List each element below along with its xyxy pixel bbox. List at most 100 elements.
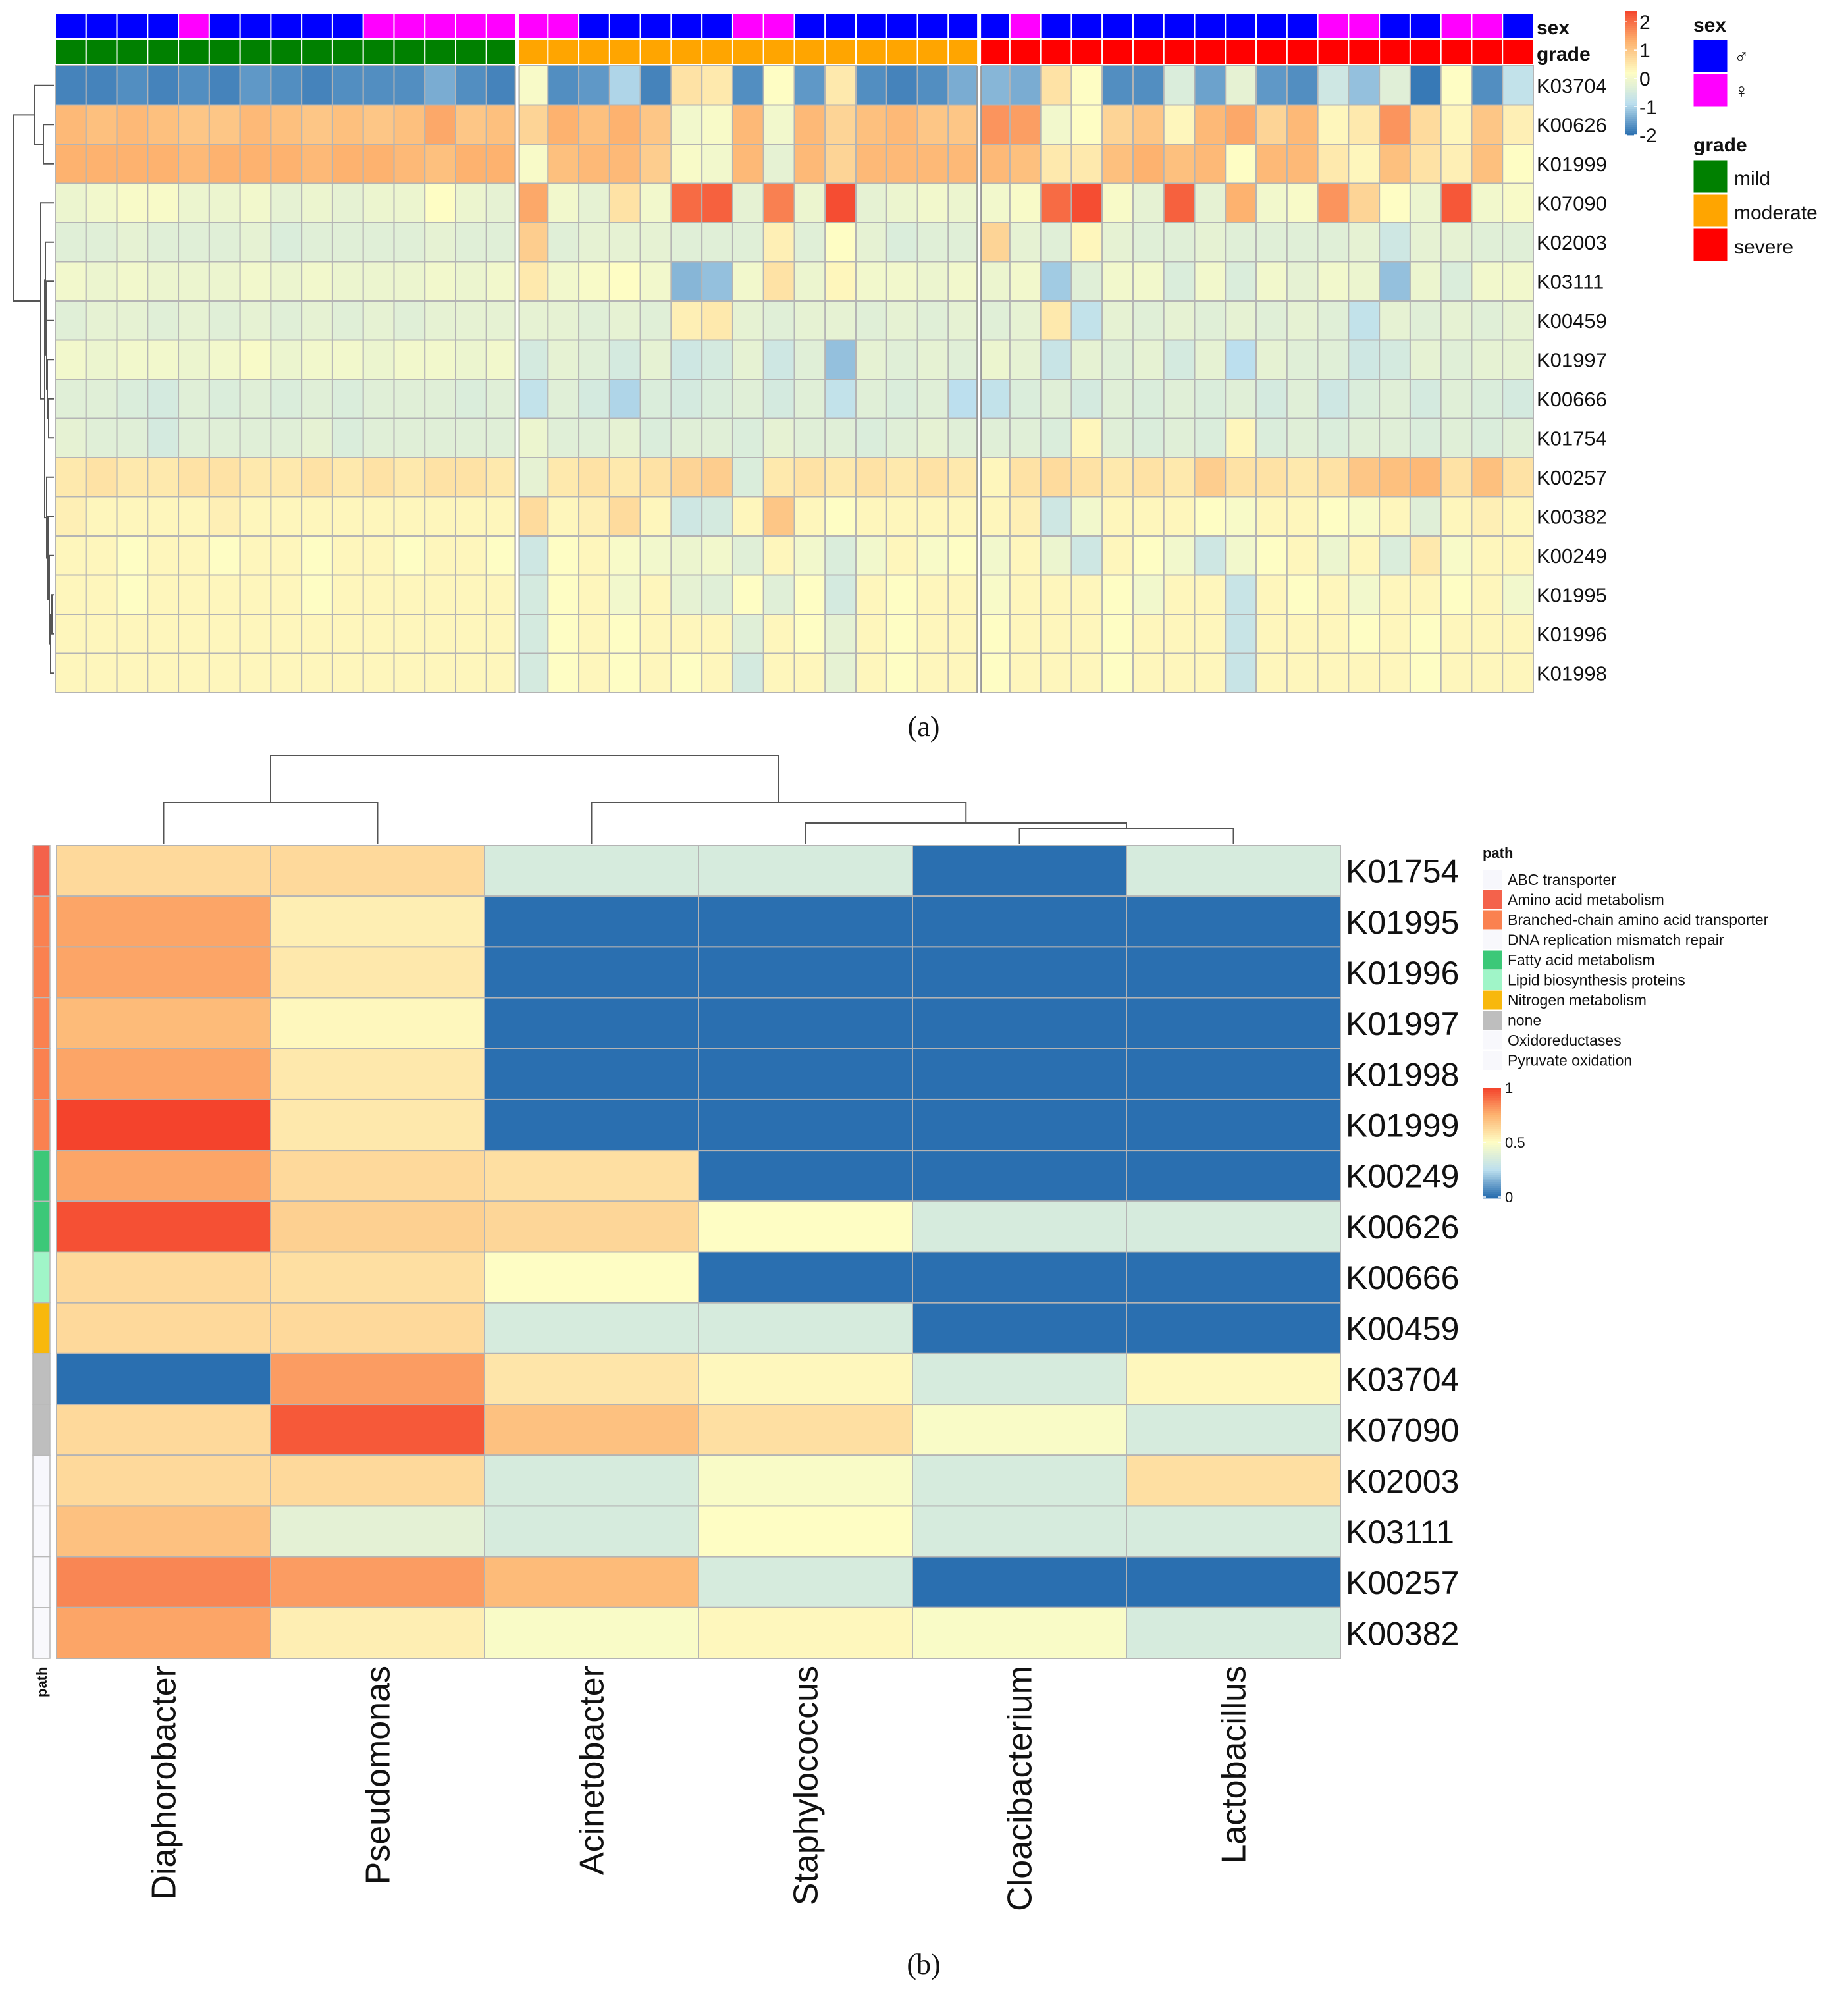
heat-cell [485, 261, 518, 302]
heat-cell [484, 1606, 699, 1659]
heat-cell [208, 496, 241, 537]
legend-path-label: Pyruvate oxidation [1508, 1052, 1632, 1069]
heat-cell [147, 574, 180, 615]
heat-cell [1132, 614, 1165, 654]
heat-cell [916, 535, 949, 576]
legend-scale-segment [1483, 1145, 1501, 1148]
heat-cell [301, 379, 333, 419]
row-label: K03704 [1346, 1361, 1459, 1398]
heat-cell [731, 144, 764, 184]
heat-cell [424, 535, 457, 576]
legend-scale-segment [1625, 97, 1637, 100]
heat-cell [1348, 417, 1381, 458]
heat-cell [1009, 496, 1042, 537]
heat-cell [793, 182, 826, 223]
heat-cell [1286, 261, 1319, 302]
heat-cell [701, 144, 733, 184]
heat-cell [608, 182, 641, 223]
heat-cell [270, 1302, 485, 1354]
heat-cell [578, 417, 610, 458]
heat-cell [301, 222, 333, 263]
heat-cell [701, 379, 733, 419]
legend-scale-segment [1625, 121, 1637, 124]
heat-cell [639, 104, 672, 145]
heat-cell [56, 1404, 271, 1456]
heat-cell [239, 417, 272, 458]
sex-annotation-cell [393, 13, 426, 40]
path-annotation-cell [32, 1454, 51, 1507]
heat-cell [1163, 104, 1196, 145]
heat-cell [1409, 457, 1442, 498]
heat-cell [301, 339, 333, 380]
heat-cell [1040, 300, 1072, 341]
heat-cell [762, 222, 795, 263]
heat-cell [55, 182, 87, 223]
heat-cell [947, 222, 980, 263]
heat-cell [147, 144, 180, 184]
legend-scale-segment [1625, 103, 1637, 106]
heat-cell [1317, 222, 1350, 263]
legend-scale-segment [1625, 88, 1637, 90]
heat-cell [1317, 652, 1350, 693]
heat-cell [670, 144, 703, 184]
legend-path-swatch [1482, 949, 1503, 970]
heat-cell [547, 144, 580, 184]
heat-cell [301, 104, 333, 145]
heat-cell [116, 104, 149, 145]
legend-scale-segment [1625, 113, 1637, 116]
heat-cell [855, 182, 887, 223]
sex-annotation-cell [978, 13, 1011, 40]
heat-cell [1040, 339, 1072, 380]
heat-cell [178, 496, 210, 537]
heat-cell [56, 997, 271, 1049]
heat-cell [701, 261, 733, 302]
legend-path-swatch [1482, 930, 1503, 950]
heat-cell [484, 1200, 699, 1253]
heat-cell [1409, 104, 1442, 145]
heat-cell [85, 222, 118, 263]
heat-cell [1255, 652, 1288, 693]
heat-cell [1101, 339, 1134, 380]
heat-cell [85, 379, 118, 419]
heat-cell [1409, 300, 1442, 341]
heat-cell [978, 104, 1011, 145]
grade-annotation-cell [516, 39, 549, 65]
heat-cell [239, 652, 272, 693]
heat-cell [1194, 379, 1227, 419]
panel-label-a: (a) [908, 710, 940, 743]
heat-cell [1409, 65, 1442, 106]
heat-cell [1440, 379, 1473, 419]
heat-cell [362, 652, 395, 693]
legend-scale-segment [1625, 52, 1637, 55]
legend-scale-segment [1483, 1100, 1501, 1102]
legend-path-swatch [1482, 909, 1503, 930]
heat-cell [424, 652, 457, 693]
heat-cell [1126, 1048, 1341, 1100]
legend-scale-segment [1483, 1115, 1501, 1118]
row-label: K07090 [1346, 1412, 1459, 1449]
sex-annotation-cell [1225, 13, 1257, 40]
heat-cell [516, 417, 549, 458]
legend-scale-segment [1625, 16, 1637, 19]
heat-cell [793, 535, 826, 576]
legend-path-title: path [1483, 845, 1513, 861]
sex-annotation-cell [1101, 13, 1134, 40]
heat-cell [1126, 1404, 1341, 1456]
heat-cell [85, 144, 118, 184]
heat-cell [1225, 104, 1257, 145]
heat-cell [731, 574, 764, 615]
heat-cell [639, 182, 672, 223]
heat-cell [484, 1505, 699, 1558]
sex-annotation-cell [1379, 13, 1411, 40]
legend-scale-segment [1625, 92, 1637, 94]
heat-cell [1194, 417, 1227, 458]
heat-cell [670, 65, 703, 106]
heat-cell [116, 652, 149, 693]
heat-cell [485, 104, 518, 145]
heat-cell [208, 222, 241, 263]
heat-cell [1070, 379, 1103, 419]
heat-cell [947, 379, 980, 419]
heat-cell [362, 457, 395, 498]
heat-cell [55, 614, 87, 654]
heat-cell [916, 574, 949, 615]
